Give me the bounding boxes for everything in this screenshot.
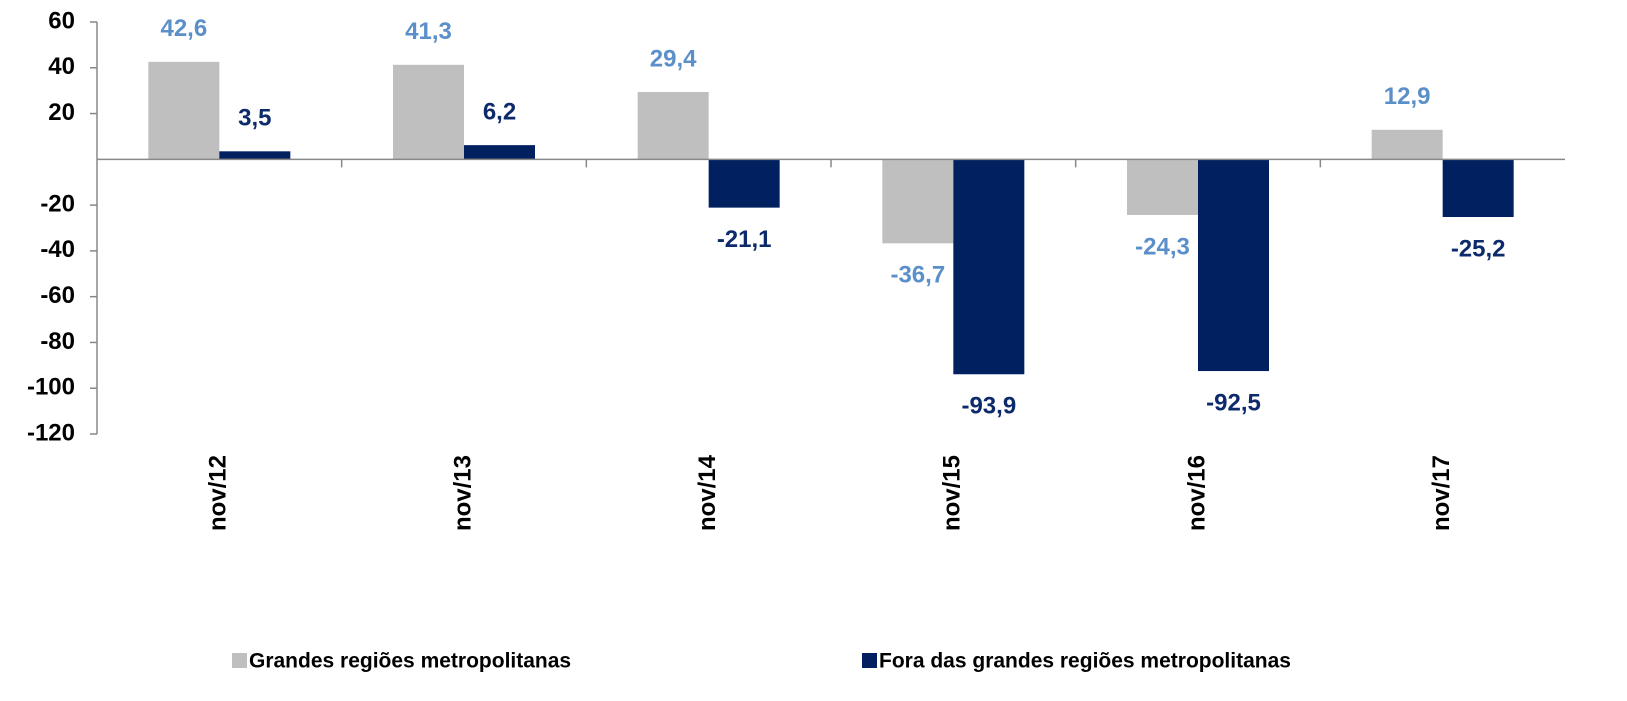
value-label: -36,7 [890,262,945,289]
legend-swatch [232,653,247,668]
y-tick-label: 20 [48,99,75,126]
value-label: 42,6 [160,15,207,42]
bar [1371,129,1443,160]
bar [882,159,954,244]
x-tick-label: nov/14 [694,454,721,531]
y-tick-label: -100 [27,374,75,401]
value-label: 41,3 [405,18,452,45]
y-tick-label: -20 [40,190,75,217]
y-tick-label: 60 [48,7,75,34]
bar [953,159,1025,375]
value-label: -21,1 [717,226,772,253]
bar [219,151,291,160]
bar [1198,159,1269,372]
x-tick-label: nov/16 [1183,455,1210,531]
legend-label: Grandes regiões metropolitanas [249,650,571,673]
y-tick-label: -80 [40,328,75,355]
bar [708,159,780,208]
value-label: -92,5 [1206,389,1261,416]
bar [393,64,464,160]
bar [464,145,535,160]
bar [148,61,220,160]
value-label: -93,9 [961,393,1016,420]
y-tick-label: -120 [27,419,75,446]
value-label: 3,5 [238,105,271,132]
x-tick-label: nov/17 [1428,455,1455,531]
x-tick-label: nov/12 [205,455,232,531]
bar [637,92,709,160]
value-label: 12,9 [1384,83,1431,110]
y-tick-label: -40 [40,236,75,263]
y-tick-label: -60 [40,282,75,309]
y-tick-label: 40 [48,53,75,80]
value-label: -25,2 [1451,235,1506,262]
legend-swatch [862,653,877,668]
bar [1127,159,1198,215]
bar [1442,159,1514,218]
value-label: -24,3 [1135,233,1190,260]
x-tick-label: nov/13 [449,455,476,531]
value-label: 6,2 [483,98,516,125]
value-label: 29,4 [650,45,697,72]
x-tick-label: nov/15 [939,455,966,531]
legend-label: Fora das grandes regiões metropolitanas [879,650,1291,673]
